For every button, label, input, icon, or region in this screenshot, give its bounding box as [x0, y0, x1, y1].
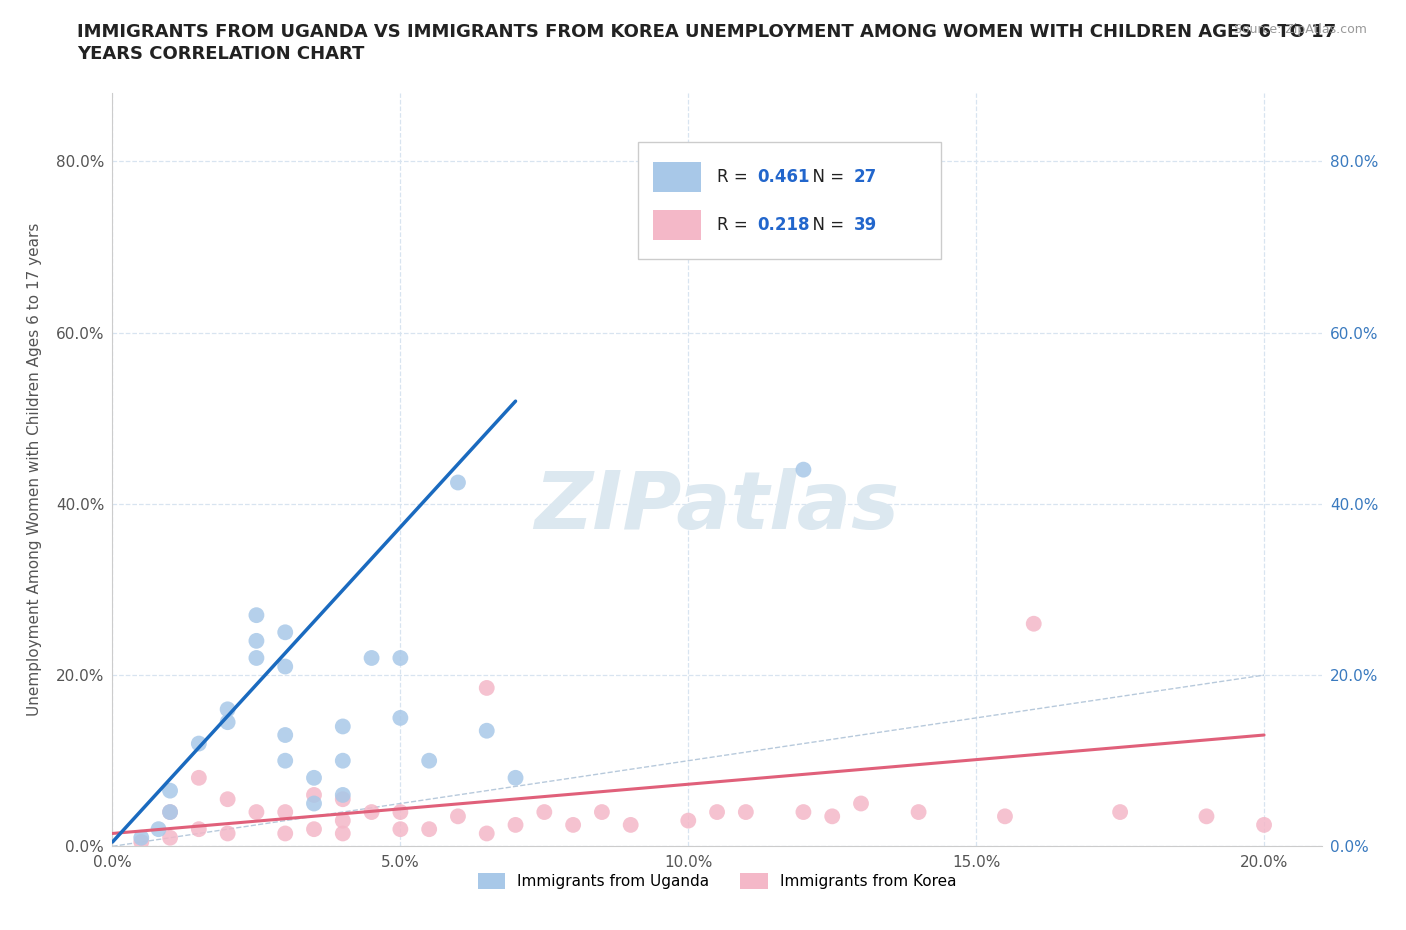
Point [245, 651, 267, 666]
Point [217, 702, 239, 717]
Point [389, 711, 412, 725]
Point [1022, 617, 1045, 631]
Point [533, 804, 555, 819]
Point [245, 607, 267, 622]
Point [274, 625, 297, 640]
Point [302, 770, 325, 785]
Point [187, 770, 209, 785]
Point [159, 804, 181, 819]
Point [217, 715, 239, 730]
Point [994, 809, 1017, 824]
Point [475, 681, 498, 696]
Point [129, 830, 152, 845]
Point [389, 804, 412, 819]
Text: N =: N = [801, 216, 849, 233]
Point [332, 791, 354, 806]
Point [447, 475, 470, 490]
Point [706, 804, 728, 819]
Point [1253, 817, 1275, 832]
Point [418, 822, 440, 837]
Bar [652, 210, 702, 240]
Point [418, 753, 440, 768]
Point [821, 809, 844, 824]
Text: 39: 39 [853, 216, 877, 233]
Point [302, 822, 325, 837]
Point [907, 804, 929, 819]
Point [562, 817, 585, 832]
Point [148, 822, 170, 837]
Point [302, 796, 325, 811]
Point [332, 813, 354, 828]
Point [792, 462, 814, 477]
Point [1109, 804, 1132, 819]
Point [217, 826, 239, 841]
Point [505, 770, 527, 785]
Y-axis label: Unemployment Among Women with Children Ages 6 to 17 years: Unemployment Among Women with Children A… [27, 223, 42, 716]
Text: IMMIGRANTS FROM UGANDA VS IMMIGRANTS FROM KOREA UNEMPLOYMENT AMONG WOMEN WITH CH: IMMIGRANTS FROM UGANDA VS IMMIGRANTS FRO… [77, 23, 1337, 41]
Point [475, 724, 498, 738]
Point [274, 804, 297, 819]
Point [245, 804, 267, 819]
Text: 0.461: 0.461 [756, 168, 810, 186]
Point [332, 788, 354, 803]
Point [1195, 809, 1218, 824]
Point [678, 813, 700, 828]
Point [849, 796, 872, 811]
Point [245, 633, 267, 648]
FancyBboxPatch shape [638, 142, 941, 259]
Point [792, 804, 814, 819]
Point [475, 826, 498, 841]
Point [389, 651, 412, 666]
Point [734, 804, 756, 819]
Point [389, 822, 412, 837]
Legend: Immigrants from Uganda, Immigrants from Korea: Immigrants from Uganda, Immigrants from … [471, 867, 963, 896]
Point [274, 727, 297, 742]
Point [332, 753, 354, 768]
Bar [652, 163, 702, 193]
Point [332, 719, 354, 734]
Point [159, 804, 181, 819]
Point [217, 791, 239, 806]
Text: ZIPatlas: ZIPatlas [534, 469, 900, 546]
Point [360, 804, 382, 819]
Text: 0.218: 0.218 [756, 216, 810, 233]
Point [274, 659, 297, 674]
Text: R =: R = [717, 168, 754, 186]
Point [274, 753, 297, 768]
Point [505, 817, 527, 832]
Point [159, 830, 181, 845]
Text: 27: 27 [853, 168, 877, 186]
Point [274, 826, 297, 841]
Text: Source: ZipAtlas.com: Source: ZipAtlas.com [1233, 23, 1367, 36]
Point [591, 804, 613, 819]
Text: YEARS CORRELATION CHART: YEARS CORRELATION CHART [77, 45, 364, 62]
Point [332, 826, 354, 841]
Point [620, 817, 643, 832]
Point [187, 822, 209, 837]
Point [302, 788, 325, 803]
Point [129, 834, 152, 849]
Text: N =: N = [801, 168, 849, 186]
Text: R =: R = [717, 216, 754, 233]
Point [159, 783, 181, 798]
Point [187, 737, 209, 751]
Point [447, 809, 470, 824]
Point [360, 651, 382, 666]
